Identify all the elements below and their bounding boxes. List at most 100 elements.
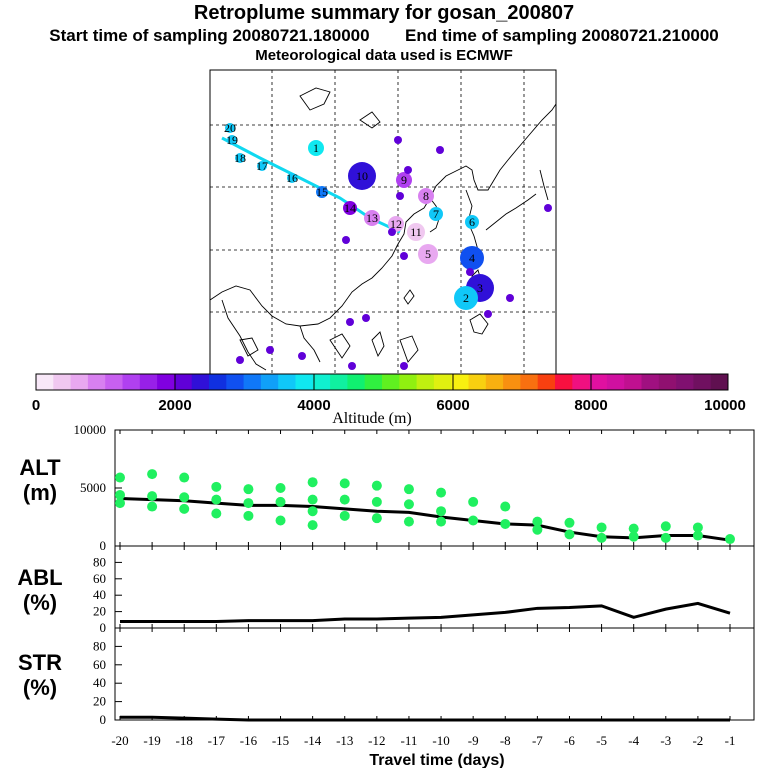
colorbar-swatch (589, 374, 608, 390)
series-line-alt (119, 496, 731, 542)
alt-scatter-point (307, 494, 318, 505)
colorbar-swatch (139, 374, 158, 390)
alt-scatter-point (339, 494, 350, 505)
start-time: Start time of sampling 20080721.180000 (49, 26, 370, 45)
colorbar-swatch (606, 374, 625, 390)
colorbar-swatch (641, 374, 660, 390)
alt-scatter-point (500, 518, 511, 529)
plume-cluster (348, 162, 376, 190)
x-tick-label: -9 (468, 733, 479, 748)
x-tick-label: -20 (111, 733, 128, 748)
colorbar-swatch (451, 374, 469, 390)
map-frame (209, 69, 557, 375)
colorbar-tick: 10000 (704, 397, 746, 414)
colorbar-swatch (347, 374, 366, 390)
colorbar-swatch (555, 374, 573, 390)
alt-scatter-point (564, 517, 575, 528)
plume-particle (388, 228, 396, 236)
x-axis-label: Travel time (days) (369, 752, 504, 768)
x-tick-label: -18 (176, 733, 193, 748)
x-tick-label: -3 (660, 733, 671, 748)
y-tick-label: 60 (93, 657, 106, 672)
alt-scatter-point (243, 510, 254, 521)
plume-cluster (396, 172, 412, 188)
colorbar-swatch (624, 374, 642, 390)
plume-cluster (235, 153, 245, 163)
y-tick-label: 20 (93, 694, 106, 709)
colorbar-label: Altitude (m) (332, 410, 412, 427)
colorbar-swatch (399, 374, 417, 390)
plume-cluster (308, 140, 324, 156)
x-tick-label: -12 (368, 733, 385, 748)
alt-scatter-point (403, 499, 414, 510)
y-tick-label: 20 (93, 604, 106, 619)
alt-scatter-point (532, 516, 543, 527)
alt-scatter-point (147, 469, 158, 480)
colorbar-swatch (693, 374, 712, 390)
x-tick-label: -16 (240, 733, 258, 748)
plume-day-label: 2 (463, 291, 469, 305)
plume-day-label: 3 (477, 281, 483, 295)
colorbar-tick-labels: 0 2000 4000 6000 8000 10000 (32, 397, 746, 414)
alt-scatter-point (275, 496, 286, 507)
x-tick-label: -7 (532, 733, 543, 748)
alt-scatter-point (628, 523, 639, 534)
y-tick-label: 5000 (80, 480, 106, 495)
y-tick-label: 40 (93, 675, 106, 690)
abl-panel-label: ABL (17, 565, 62, 590)
plume-particle (266, 346, 274, 354)
alt-scatter-point (725, 534, 735, 545)
x-tick-label: -2 (692, 733, 703, 748)
alt-scatter-point (403, 484, 414, 495)
colorbar-swatch (122, 374, 141, 390)
alt-scatter-point (179, 472, 190, 483)
chart-title: Retroplume summary for gosan_200807 (193, 2, 575, 24)
alt-scatter-point (596, 522, 607, 533)
x-tick-label: -11 (401, 733, 418, 748)
y-tick-label: 60 (93, 571, 106, 586)
colorbar-swatch (209, 374, 227, 390)
plume-day-label: 12 (390, 217, 402, 231)
colorbar-swatch (503, 374, 521, 390)
plume-particle (544, 204, 552, 212)
plume-day-label: 17 (256, 159, 268, 173)
alt-scatter-point (115, 472, 125, 483)
alt-scatter-point (147, 501, 158, 512)
series-line-abl (120, 601, 731, 623)
alt-scatter-point (307, 477, 318, 488)
plume-particle (436, 146, 444, 154)
alt-scatter-point (339, 478, 350, 489)
alt-scatter-point (468, 496, 479, 507)
alt-scatter-point (692, 522, 703, 533)
x-tick-label: -5 (596, 733, 607, 748)
colorbar-swatch (105, 374, 123, 390)
plume-cluster (454, 286, 478, 310)
colorbar-swatch (174, 374, 193, 390)
plume-day-label: 19 (226, 133, 238, 147)
alt-scatter-point (660, 521, 671, 532)
plume-particle (298, 352, 306, 360)
colorbar-swatch (330, 374, 348, 390)
colorbar-swatch (243, 374, 262, 390)
plume-particle (484, 310, 492, 318)
plume-particle (236, 356, 244, 364)
plume-cluster (225, 123, 235, 133)
colorbar-swatch (312, 374, 331, 390)
alt-scatter-point (660, 532, 671, 543)
alt-scatter-point (275, 515, 286, 526)
alt-scatter-point (371, 480, 382, 491)
colorbar-swatch (416, 374, 435, 390)
alt-scatter-point (115, 489, 125, 500)
alt-scatter-point (500, 501, 511, 512)
colorbar-swatch (710, 374, 729, 390)
colorbar-frame (35, 373, 729, 391)
y-tick-label: 0 (100, 620, 107, 635)
alt-scatter-point (211, 508, 222, 519)
x-tick-label: -15 (272, 733, 289, 748)
plume-cluster (429, 207, 443, 221)
colorbar-tick: 6000 (436, 397, 469, 414)
alt-scatter-point (403, 516, 414, 527)
plume-particle (362, 314, 370, 322)
plume-cluster (257, 161, 267, 171)
